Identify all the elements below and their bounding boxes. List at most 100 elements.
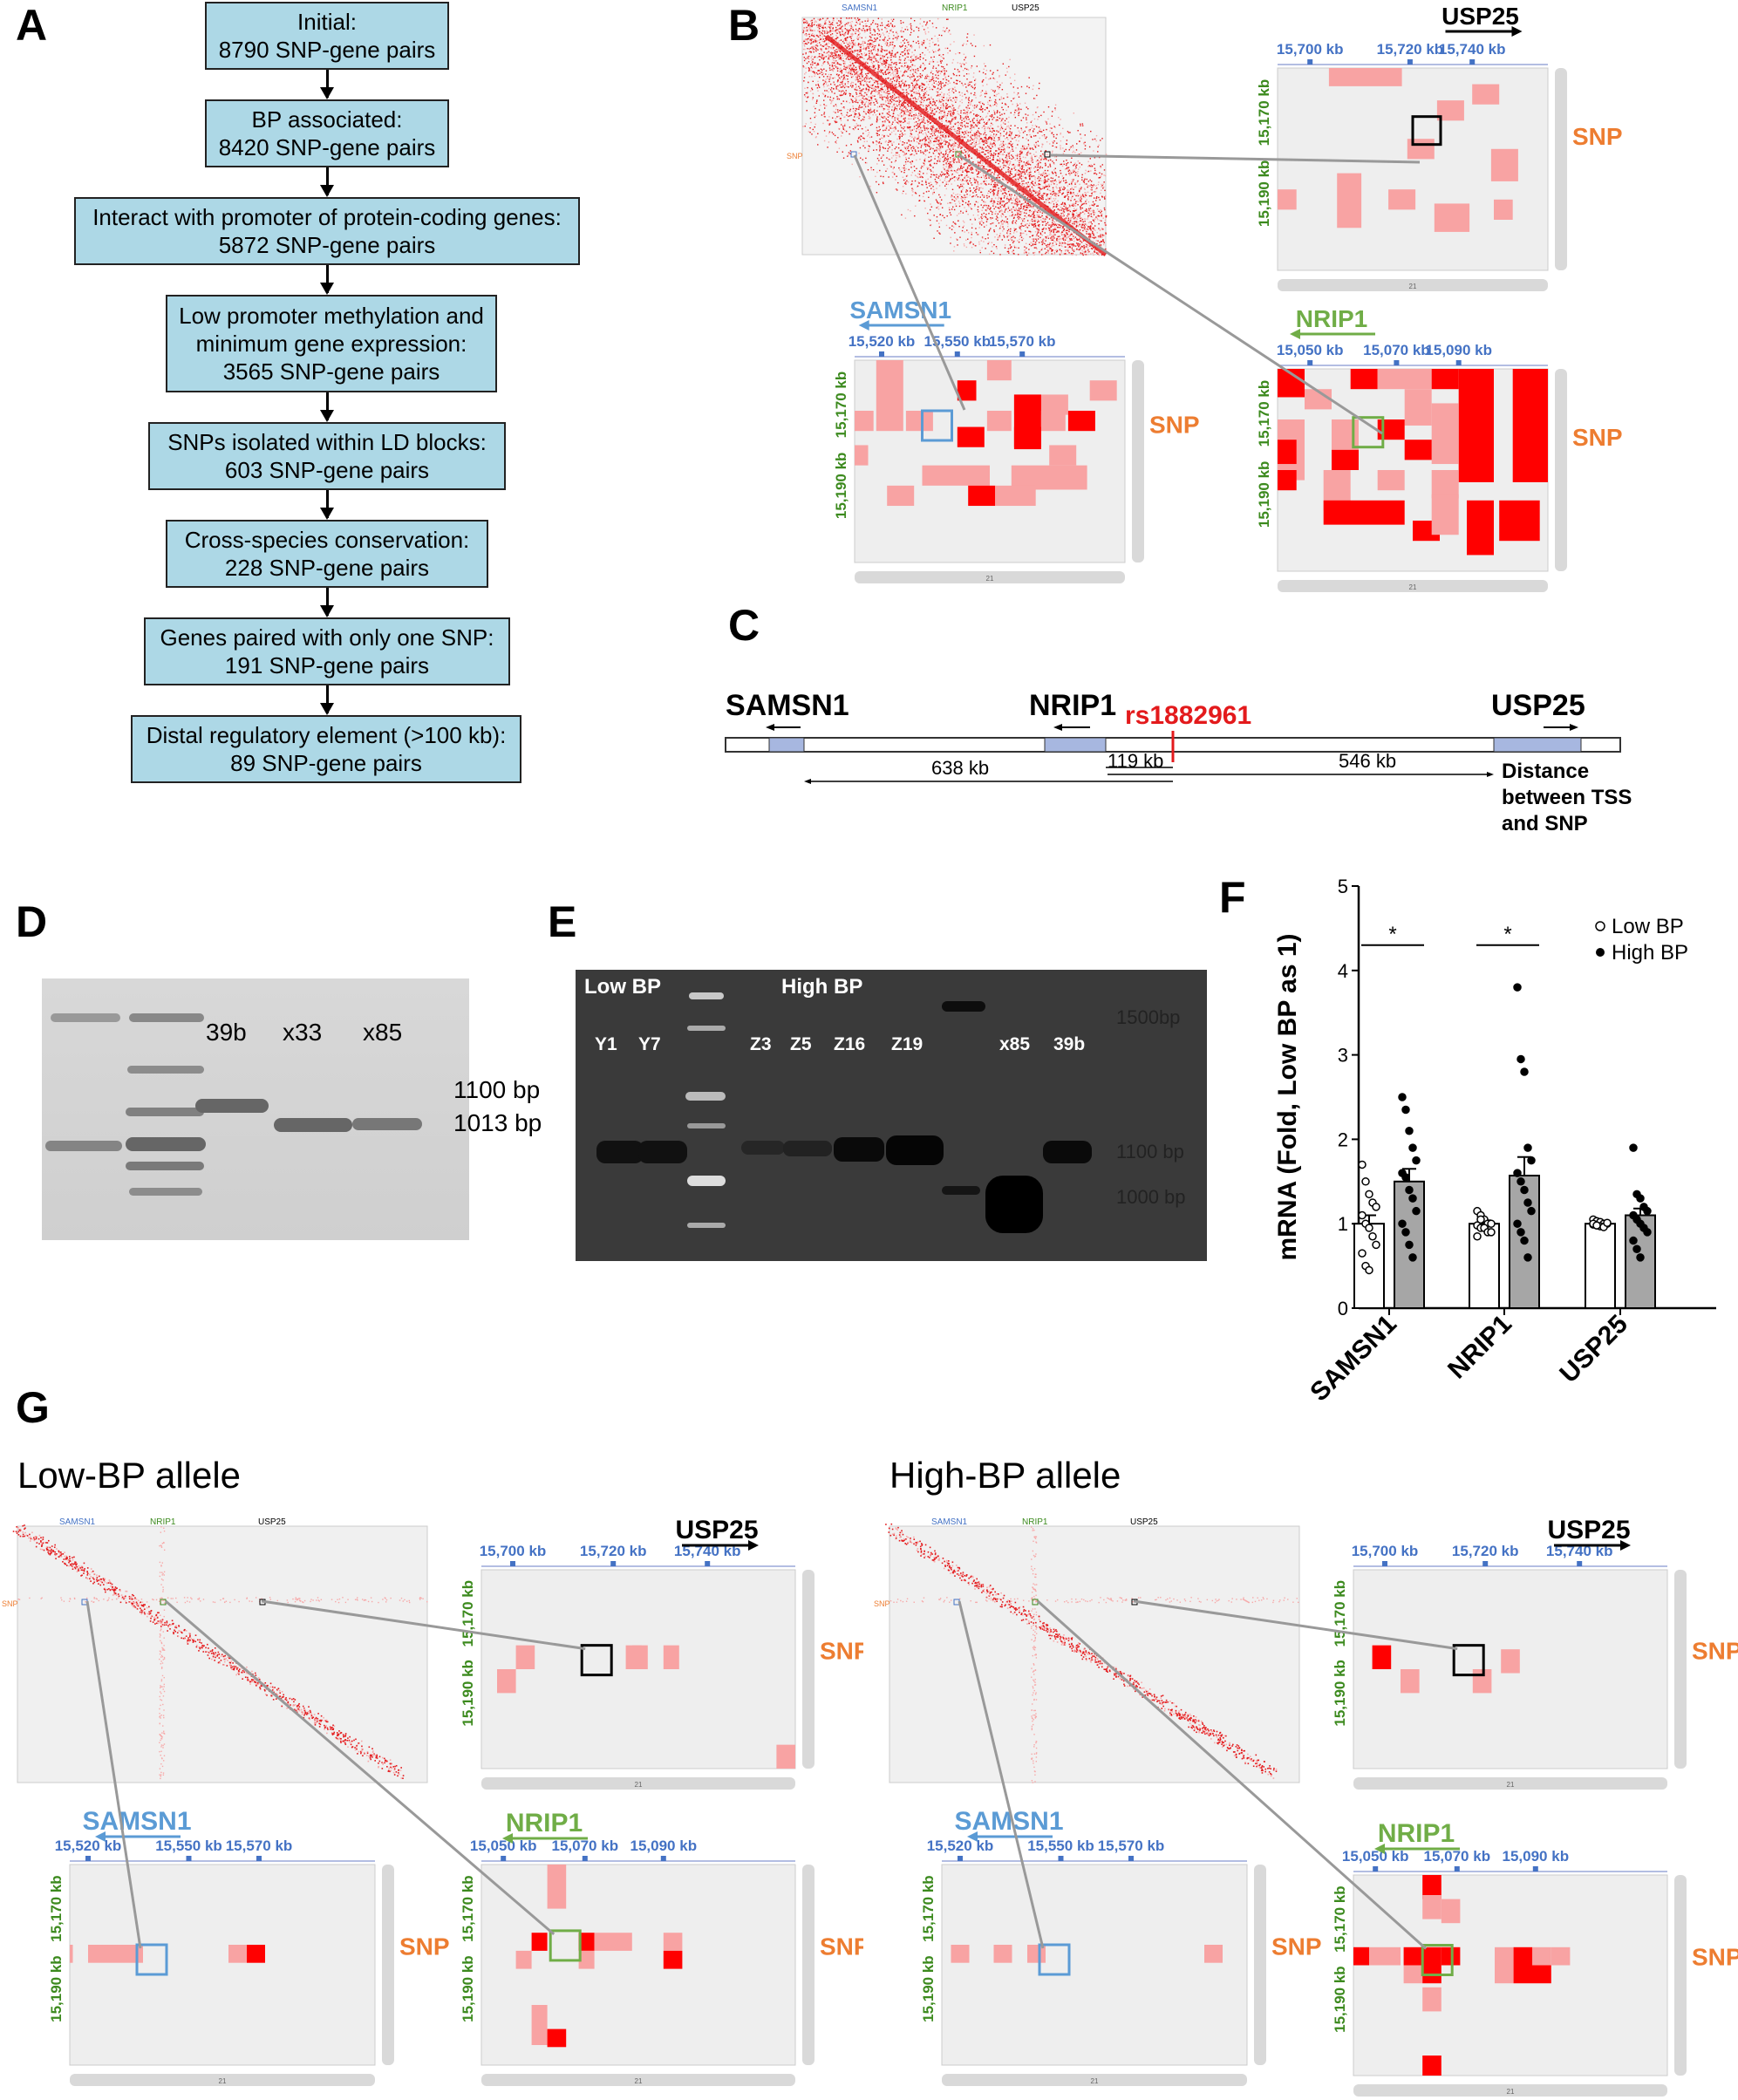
hic-contact-dot	[1007, 139, 1009, 140]
hic-contact-dot	[852, 30, 855, 31]
hic-contact-dot	[928, 160, 930, 162]
hic-contact-dot	[971, 246, 973, 249]
hic-contact-dot	[881, 48, 883, 50]
hic-contact-dot	[1039, 128, 1041, 130]
flowchart-step-text: Distal regulatory element (>100 kb):	[146, 722, 507, 748]
hic-contact-dot	[969, 84, 971, 85]
hic-contact-dot	[806, 62, 808, 65]
hic-contact-dot	[1003, 153, 1005, 156]
hic-contact-dot	[965, 161, 968, 163]
hic-contact-dot	[880, 34, 882, 36]
hic-contact-dot	[933, 174, 935, 176]
hic-contact-dot	[850, 39, 853, 42]
hic-contact-dot	[937, 147, 939, 150]
hic-contact-dot	[911, 76, 913, 78]
hic-contact-dot	[856, 38, 858, 39]
hic-contact-dot	[890, 101, 893, 103]
hic-contact-dot	[1099, 220, 1101, 222]
hic-contact-dot	[828, 31, 830, 34]
hic-contact-dot	[873, 29, 875, 31]
hic-contact-dot	[922, 151, 924, 153]
hic-contact-dot	[938, 95, 940, 97]
hic-contact-dot	[910, 93, 913, 96]
hic-contact-dot	[1009, 233, 1012, 235]
hic-contact-dot	[1044, 181, 1046, 183]
hic-contact-dot	[967, 159, 970, 160]
hic-contact-dot	[1041, 174, 1044, 177]
hic-contact-dot	[959, 118, 962, 119]
hic-contact-dot	[1033, 201, 1035, 203]
hic-contact-dot	[937, 141, 940, 143]
hic-contact-dot	[1073, 210, 1075, 213]
hic-contact-dot	[857, 38, 859, 40]
hic-contact-dot	[849, 153, 851, 154]
hic-contact-dot	[1018, 210, 1019, 213]
hic-contact-dot	[893, 56, 895, 58]
flowchart-step-text: minimum gene expression:	[195, 331, 467, 357]
hic-contact-dot	[1048, 229, 1051, 231]
hic-contact-dot	[1053, 162, 1055, 164]
hic-contact-dot	[889, 24, 890, 26]
hic-contact-dot	[1089, 228, 1092, 230]
hic-contact-dot	[870, 167, 872, 168]
hic-contact-dot	[918, 95, 920, 98]
hic-contact-dot	[1046, 246, 1048, 248]
hic-contact-dot	[1011, 176, 1012, 179]
hic-contact-dot	[1095, 251, 1097, 254]
hic-contact-dot	[958, 205, 961, 208]
hic-contact-dot	[853, 68, 855, 71]
hic-contact-dot	[920, 132, 923, 133]
hic-contact-dot	[813, 51, 814, 53]
hic-contact-dot	[812, 97, 814, 99]
hic-contact-dot	[1028, 172, 1031, 174]
hic-contact-dot	[941, 115, 944, 118]
hic-contact-dot	[924, 97, 926, 99]
hic-contact-dot	[975, 97, 977, 99]
hic-contact-dot	[951, 163, 953, 166]
hic-contact-dot	[903, 114, 904, 116]
hic-contact-dot	[1016, 103, 1019, 105]
hic-contact-dot	[907, 87, 910, 90]
hic-contact-dot	[1033, 144, 1035, 146]
hic-contact-dot	[894, 106, 896, 108]
hic-contact-dot	[1010, 125, 1012, 126]
hic-contact-dot	[1059, 209, 1060, 211]
hic-contact-dot	[825, 47, 827, 50]
hic-contact-dot	[1087, 236, 1090, 238]
hic-contact-dot	[891, 144, 893, 147]
hic-contact-dot	[864, 106, 867, 108]
hic-contact-dot	[961, 174, 963, 176]
hic-contact-dot	[944, 159, 945, 160]
hic-contact-dot	[940, 56, 942, 58]
hic-contact-dot	[878, 65, 881, 67]
hic-contact-dot	[958, 113, 960, 116]
hic-contact-dot	[1094, 157, 1096, 159]
hic-contact-dot	[1101, 210, 1102, 213]
hic-contact-dot	[1034, 171, 1036, 173]
hic-contact-dot	[1006, 218, 1009, 220]
hic-contact-dot	[1060, 249, 1062, 252]
hic-contact-dot	[819, 38, 821, 40]
hic-contact-dot	[896, 72, 898, 75]
hic-contact-dot	[933, 56, 935, 58]
hic-contact-dot	[1028, 190, 1030, 192]
hic-contact-dot	[965, 246, 968, 249]
hic-contact-dot	[1084, 148, 1087, 150]
hic-contact-dot	[1023, 206, 1026, 208]
hic-contact-dot	[1026, 202, 1028, 204]
hic-contact-dot	[897, 35, 899, 38]
hic-contact-dot	[867, 169, 869, 171]
hic-contact-dot	[973, 139, 976, 140]
hic-contact-dot	[1091, 232, 1094, 234]
hic-contact-dot	[937, 177, 939, 179]
hic-contact-dot	[911, 129, 913, 131]
hic-contact-dot	[869, 56, 870, 58]
hic-contact-dot	[1028, 86, 1030, 89]
hic-contact-dot	[1087, 251, 1089, 254]
hic-contact-dot	[1026, 188, 1028, 189]
hic-contact-dot	[947, 168, 950, 170]
hic-contact-dot	[1048, 243, 1051, 246]
hic-contact-dot	[1103, 169, 1106, 171]
hic-contact-dot	[1067, 167, 1069, 170]
hic-contact-dot	[850, 63, 852, 65]
